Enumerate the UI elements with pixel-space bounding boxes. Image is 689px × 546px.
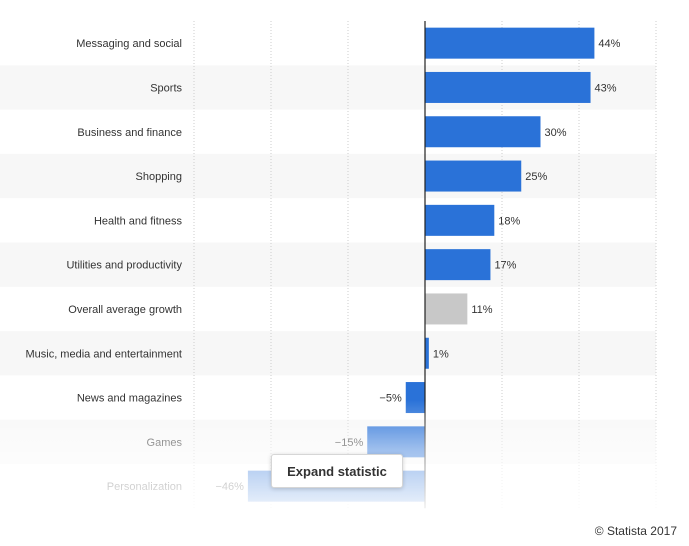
value-label: −46% bbox=[215, 481, 244, 493]
value-label: 18% bbox=[498, 215, 520, 227]
value-label: 30% bbox=[545, 127, 567, 139]
bar-6 bbox=[425, 293, 468, 325]
bar-0 bbox=[425, 27, 595, 59]
value-label: 44% bbox=[598, 38, 620, 50]
category-label: Messaging and social bbox=[76, 38, 182, 50]
bar-1 bbox=[425, 71, 591, 103]
expand-statistic-button[interactable]: Expand statistic bbox=[271, 454, 403, 488]
category-label: Shopping bbox=[136, 171, 183, 183]
value-label: 11% bbox=[471, 304, 492, 316]
category-label: Games bbox=[147, 437, 183, 449]
category-label: Business and finance bbox=[77, 127, 182, 139]
value-label: 1% bbox=[433, 348, 449, 360]
value-label: 17% bbox=[494, 260, 516, 272]
value-label: 43% bbox=[595, 82, 617, 94]
bar-5 bbox=[425, 249, 491, 281]
bar-7 bbox=[425, 337, 429, 369]
category-label: Sports bbox=[150, 82, 182, 94]
category-label: Personalization bbox=[107, 481, 182, 493]
value-label: −15% bbox=[335, 437, 364, 449]
value-label: 25% bbox=[525, 171, 547, 183]
row-band bbox=[0, 153, 656, 199]
bar-9 bbox=[367, 426, 425, 458]
category-label: Music, media and entertainment bbox=[25, 348, 182, 360]
bar-3 bbox=[425, 160, 522, 192]
bar-2 bbox=[425, 116, 541, 148]
value-label: −5% bbox=[379, 393, 402, 405]
category-label: Overall average growth bbox=[68, 304, 182, 316]
category-label: News and magazines bbox=[77, 393, 183, 405]
bar-8 bbox=[405, 382, 425, 414]
copyright-text: © Statista 2017 bbox=[594, 524, 677, 538]
category-label: Utilities and productivity bbox=[66, 260, 182, 272]
category-label: Health and fitness bbox=[94, 215, 183, 227]
row-band bbox=[0, 331, 656, 376]
row-band bbox=[0, 242, 656, 287]
bar-4 bbox=[425, 204, 495, 236]
